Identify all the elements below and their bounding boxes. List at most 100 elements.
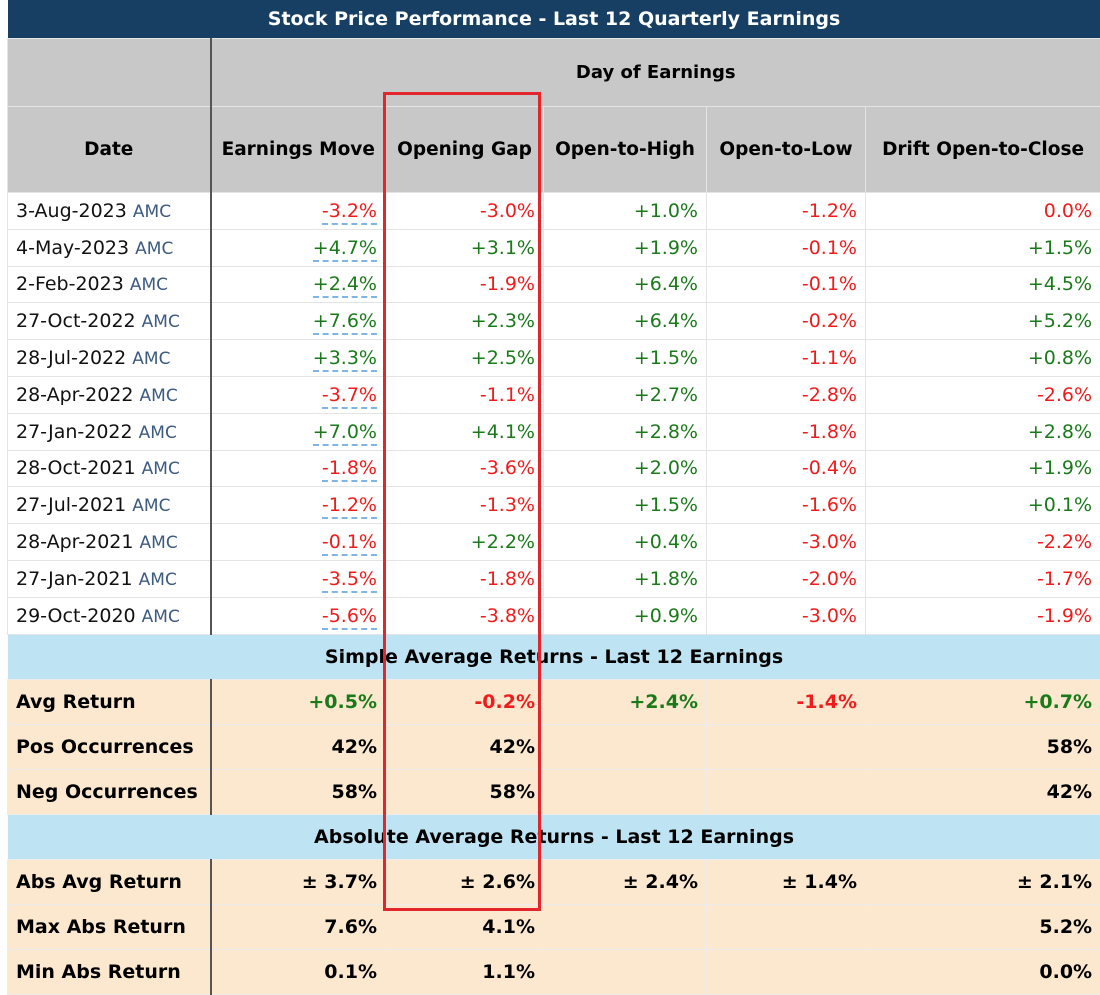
earnings-date: 27-Jan-2022 (16, 421, 133, 443)
drift-open-to-close-stat: 0.0% (866, 949, 1100, 994)
drift-open-to-close-cell: -1.9% (866, 597, 1100, 634)
earnings-move-link[interactable]: -0.1% (322, 531, 377, 556)
earnings-move-link[interactable]: -1.8% (322, 457, 377, 482)
open-to-high-stat: +2.4% (544, 679, 707, 724)
date-cell: 4-May-2023 AMC (8, 229, 211, 266)
earnings-move-link[interactable]: -5.6% (322, 605, 377, 630)
earnings-move-cell[interactable]: -1.8% (211, 450, 386, 487)
earnings-move-cell[interactable]: +7.0% (211, 413, 386, 450)
earnings-move-link[interactable]: -3.5% (322, 568, 377, 593)
open-to-low-stat: -1.4% (707, 679, 866, 724)
earnings-date: 27-Oct-2022 (16, 310, 136, 332)
earnings-move-cell[interactable]: +4.7% (211, 229, 386, 266)
earnings-move-stat: 42% (211, 724, 386, 769)
earnings-date: 27-Jan-2021 (16, 568, 133, 590)
date-cell: 28-Oct-2021 AMC (8, 450, 211, 487)
earnings-move-link[interactable]: +7.6% (313, 310, 377, 335)
earnings-date: 27-Jul-2021 (16, 494, 126, 516)
earnings-move-stat: ± 3.7% (211, 859, 386, 904)
earnings-move-link[interactable]: +7.0% (313, 421, 377, 446)
open-to-high-cell: +1.8% (544, 560, 707, 597)
earnings-performance-table-container: Stock Price Performance - Last 12 Quarte… (7, 0, 1100, 995)
earnings-move-link[interactable]: -1.2% (322, 494, 377, 519)
open-to-high-cell: +0.9% (544, 597, 707, 634)
open-to-low-cell: -3.0% (707, 597, 866, 634)
earnings-date: 28-Apr-2021 (16, 531, 133, 553)
earnings-move-cell[interactable]: -1.2% (211, 487, 386, 524)
earnings-move-cell[interactable]: -0.1% (211, 524, 386, 561)
open-to-low-cell: -1.1% (707, 340, 866, 377)
opening-gap-cell: -3.0% (386, 193, 544, 230)
table-row: 27-Jul-2021 AMC-1.2%-1.3%+1.5%-1.6%+0.1% (8, 487, 1100, 524)
stat-label: Abs Avg Return (8, 859, 211, 904)
open-to-high-cell: +1.9% (544, 229, 707, 266)
drift-open-to-close-stat: ± 2.1% (866, 859, 1100, 904)
open-to-high-cell: +6.4% (544, 266, 707, 303)
earnings-move-cell[interactable]: -3.7% (211, 376, 386, 413)
opening-gap-cell: +3.1% (386, 229, 544, 266)
open-to-high-cell: +2.7% (544, 376, 707, 413)
column-header-open-to-low: Open-to-Low (707, 107, 866, 193)
stat-label: Min Abs Return (8, 949, 211, 994)
stat-label: Avg Return (8, 679, 211, 724)
date-cell: 27-Oct-2022 AMC (8, 303, 211, 340)
open-to-low-cell: -1.8% (707, 413, 866, 450)
opening-gap-cell: -3.8% (386, 597, 544, 634)
open-to-low-stat (707, 769, 866, 814)
table-row: 28-Apr-2022 AMC-3.7%-1.1%+2.7%-2.8%-2.6% (8, 376, 1100, 413)
simple_section-section-header: Simple Average Returns - Last 12 Earning… (8, 634, 1100, 679)
drift-open-to-close-cell: +1.9% (866, 450, 1100, 487)
open-to-high-stat (544, 949, 707, 994)
table-row: 29-Oct-2020 AMC-5.6%-3.8%+0.9%-3.0%-1.9% (8, 597, 1100, 634)
earnings-move-cell[interactable]: +7.6% (211, 303, 386, 340)
opening-gap-cell: -1.1% (386, 376, 544, 413)
open-to-low-cell: -2.0% (707, 560, 866, 597)
stat-row-abs-avg-return: Abs Avg Return± 3.7%± 2.6%± 2.4%± 1.4%± … (8, 859, 1100, 904)
drift-open-to-close-cell: +0.1% (866, 487, 1100, 524)
earnings-move-link[interactable]: +4.7% (313, 237, 377, 262)
open-to-low-cell: -0.2% (707, 303, 866, 340)
earnings-move-cell[interactable]: +3.3% (211, 340, 386, 377)
open-to-low-stat (707, 724, 866, 769)
table-row: 27-Jan-2022 AMC+7.0%+4.1%+2.8%-1.8%+2.8% (8, 413, 1100, 450)
stat-label: Pos Occurrences (8, 724, 211, 769)
open-to-high-cell: +1.0% (544, 193, 707, 230)
open-to-low-cell: -0.1% (707, 229, 866, 266)
open-to-high-cell: +2.0% (544, 450, 707, 487)
earnings-move-cell[interactable]: -3.5% (211, 560, 386, 597)
drift-open-to-close-stat: +0.7% (866, 679, 1100, 724)
opening-gap-stat: -0.2% (386, 679, 544, 724)
drift-open-to-close-cell: 0.0% (866, 193, 1100, 230)
opening-gap-cell: -1.8% (386, 560, 544, 597)
timing-label: AMC (130, 275, 168, 295)
column-header-open-to-high: Open-to-High (544, 107, 707, 193)
earnings-move-link[interactable]: +3.3% (313, 347, 377, 372)
earnings-date: 29-Oct-2020 (16, 605, 136, 627)
timing-label: AMC (140, 533, 178, 553)
earnings-date: 28-Oct-2021 (16, 457, 136, 479)
open-to-high-cell: +2.8% (544, 413, 707, 450)
date-cell: 28-Apr-2022 AMC (8, 376, 211, 413)
date-cell: 27-Jan-2022 AMC (8, 413, 211, 450)
drift-open-to-close-cell: +0.8% (866, 340, 1100, 377)
opening-gap-stat: 4.1% (386, 904, 544, 949)
earnings-move-cell[interactable]: +2.4% (211, 266, 386, 303)
open-to-high-cell: +1.5% (544, 340, 707, 377)
drift-open-to-close-stat: 42% (866, 769, 1100, 814)
timing-label: AMC (139, 570, 177, 590)
open-to-low-cell: -0.1% (707, 266, 866, 303)
opening-gap-cell: +4.1% (386, 413, 544, 450)
earnings-date: 3-Aug-2023 (16, 200, 127, 222)
earnings-move-stat: 58% (211, 769, 386, 814)
open-to-low-cell: -0.4% (707, 450, 866, 487)
earnings-move-link[interactable]: +2.4% (313, 273, 377, 298)
opening-gap-cell: +2.2% (386, 524, 544, 561)
earnings-move-cell[interactable]: -3.2% (211, 193, 386, 230)
opening-gap-cell: -3.6% (386, 450, 544, 487)
earnings-move-link[interactable]: -3.2% (322, 200, 377, 225)
earnings-move-link[interactable]: -3.7% (322, 384, 377, 409)
earnings-move-cell[interactable]: -5.6% (211, 597, 386, 634)
timing-label: AMC (142, 459, 180, 479)
